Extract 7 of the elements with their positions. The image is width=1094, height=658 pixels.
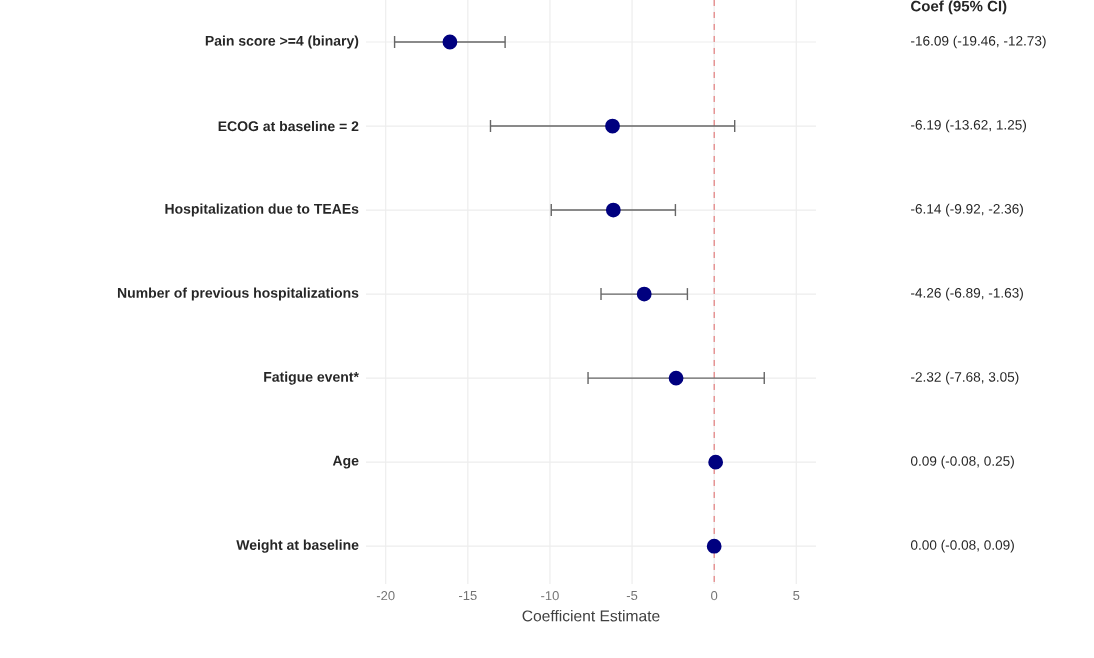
point xyxy=(668,370,684,386)
point xyxy=(605,118,620,134)
point xyxy=(636,286,652,302)
point xyxy=(605,202,621,218)
point xyxy=(708,454,724,470)
point xyxy=(706,538,722,554)
point xyxy=(442,34,458,50)
